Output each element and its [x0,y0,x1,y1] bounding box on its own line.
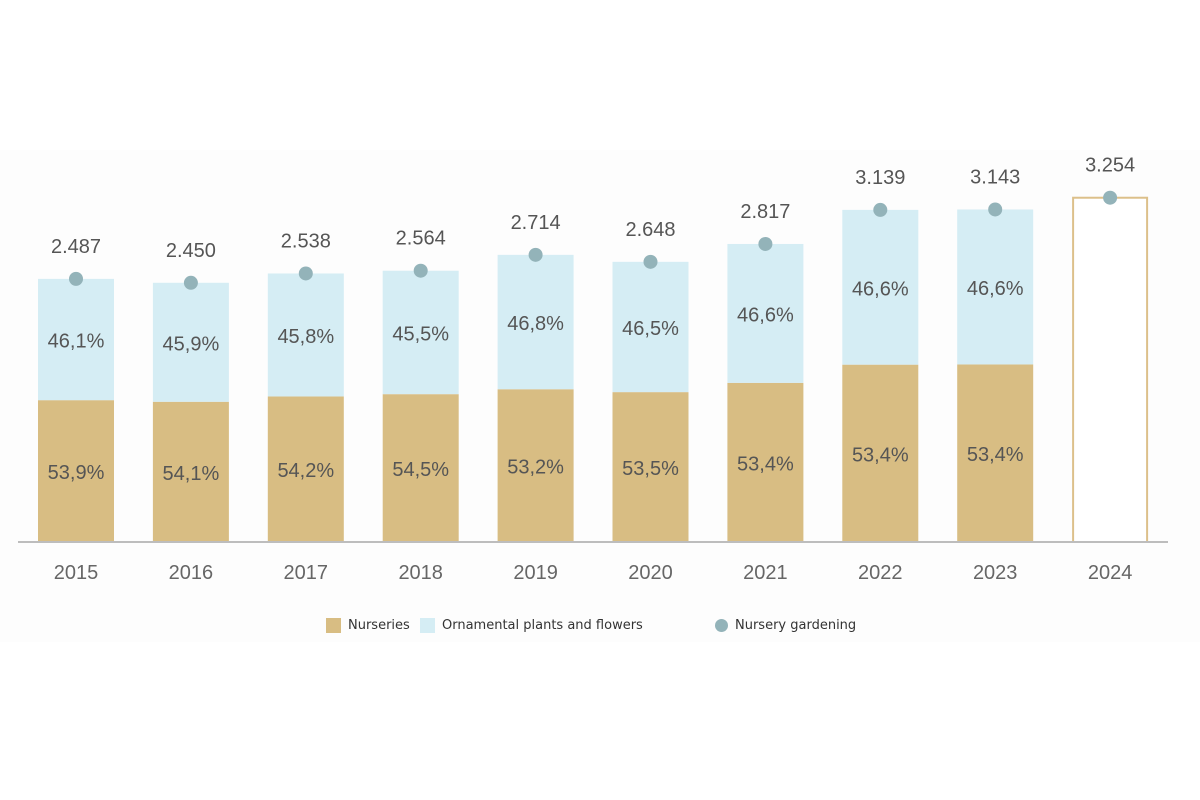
x-tick-label-2018: 2018 [398,562,443,584]
legend-swatch-nurseries [326,618,341,633]
legend-label-nurseries: Nurseries [348,618,410,633]
share-label-ornamental-2020: 46,5% [622,318,679,340]
bar-nurseries-2015 [38,400,114,542]
share-label-ornamental-2017: 45,8% [277,326,334,348]
dot-nursery-gardening-2021 [758,236,773,251]
x-tick-label-2022: 2022 [858,562,903,584]
share-label-nurseries-2017: 54,2% [277,460,334,482]
total-label-2024: 3.254 [1085,155,1135,177]
bar-ornamental-2015 [38,278,114,401]
total-label-2020: 2.648 [625,219,675,241]
bar-nurseries-2016 [152,401,229,542]
share-label-ornamental-2022: 46,6% [852,278,909,300]
x-tick-label-2015: 2015 [54,562,99,584]
bar-ornamental-2018 [382,270,459,395]
dot-nursery-gardening-2019 [528,247,543,262]
dot-nursery-gardening-2016 [183,275,198,290]
share-label-nurseries-2016: 54,1% [163,463,220,485]
legend-label-nursery-gardening: Nursery gardening [735,618,857,633]
total-label-2018: 2.564 [396,228,446,250]
share-label-ornamental-2018: 45,5% [392,323,449,345]
total-label-2022: 3.139 [855,167,905,189]
bar-nurseries-2022 [842,364,919,542]
dot-nursery-gardening-2022 [873,202,888,217]
bar-ornamental-2017 [267,273,344,397]
x-tick-label-2024: 2024 [1088,562,1133,584]
share-label-ornamental-2015: 46,1% [48,331,105,353]
legend: Nurseries Ornamental plants and flowers … [0,612,1200,642]
total-label-2021: 2.817 [740,201,790,223]
bar-nurseries-2023 [957,364,1034,542]
share-label-ornamental-2023: 46,6% [967,278,1024,300]
share-label-nurseries-2022: 53,4% [852,444,909,466]
legend-item-nursery-gardening: Nursery gardening [715,618,856,633]
bar-nurseries-2017 [267,396,344,542]
bar-nurseries-2019 [497,389,574,542]
total-label-2023: 3.143 [970,166,1020,188]
share-label-ornamental-2016: 45,9% [163,333,220,355]
legend-item-ornamental: Ornamental plants and flowers [420,618,643,633]
bar-ornamental-2016 [152,282,229,402]
bar-ornamental-2022 [842,209,919,365]
dot-nursery-gardening-2017 [298,266,313,281]
share-label-nurseries-2020: 53,5% [622,458,679,480]
bar-nurseries-2020 [612,392,689,542]
share-label-nurseries-2015: 53,9% [48,462,105,484]
total-label-2015: 2.487 [51,236,101,258]
bar-total-2024 [1072,196,1149,543]
legend-dot-nursery-gardening [715,619,728,632]
total-label-2017: 2.538 [281,230,331,252]
bar-ornamental-2021 [727,243,804,383]
bar-nurseries-2021 [727,382,804,542]
dot-nursery-gardening-2015 [69,271,83,286]
legend-item-nurseries: Nurseries [326,618,410,633]
x-tick-label-2023: 2023 [973,562,1018,584]
dot-nursery-gardening-2023 [988,202,1003,217]
dot-nursery-gardening-2018 [413,263,428,278]
share-label-nurseries-2019: 53,2% [507,457,564,479]
bar-ornamental-2020 [612,261,689,393]
total-label-2019: 2.714 [511,212,561,234]
share-label-nurseries-2023: 53,4% [967,444,1024,466]
share-label-nurseries-2021: 53,4% [737,453,794,475]
share-label-nurseries-2018: 54,5% [392,459,449,481]
x-tick-label-2021: 2021 [743,562,788,584]
share-label-ornamental-2021: 46,6% [737,304,794,326]
total-label-2016: 2.450 [166,240,216,262]
legend-label-ornamental: Ornamental plants and flowers [442,618,643,633]
legend-swatch-ornamental [420,618,435,633]
bar-ornamental-2019 [497,254,574,390]
x-tick-label-2017: 2017 [284,562,329,584]
dot-nursery-gardening-2020 [643,254,658,269]
x-tick-label-2020: 2020 [628,562,673,584]
bar-nurseries-2018 [382,394,459,542]
x-tick-label-2016: 2016 [169,562,214,584]
share-label-ornamental-2019: 46,8% [507,313,564,335]
x-tick-label-2019: 2019 [513,562,558,584]
dot-nursery-gardening-2024 [1103,190,1118,205]
bar-ornamental-2023 [957,209,1034,365]
